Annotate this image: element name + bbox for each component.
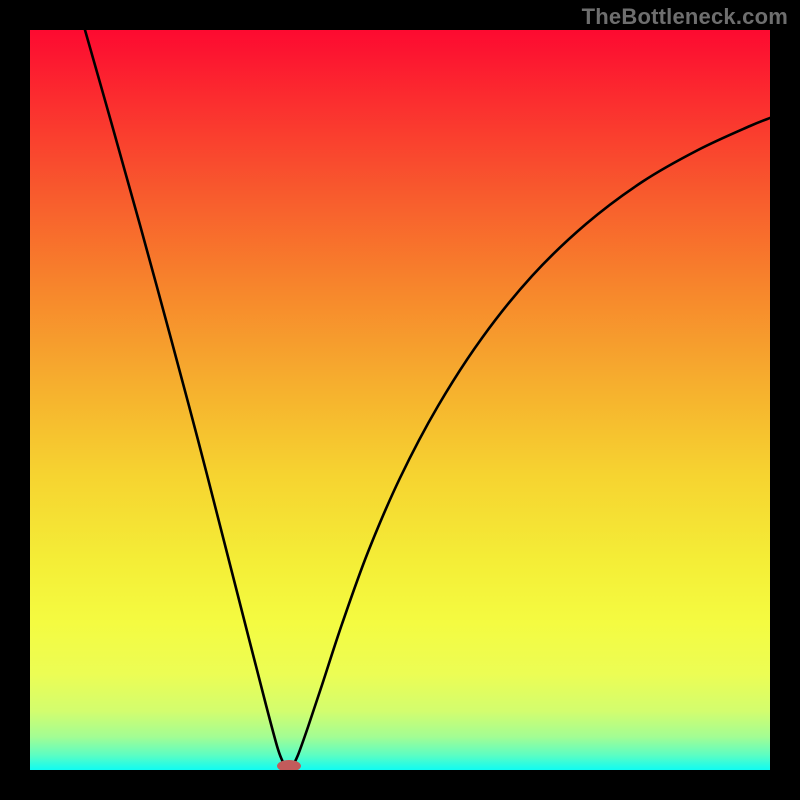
attribution-text: TheBottleneck.com — [582, 4, 788, 30]
chart-frame: TheBottleneck.com — [0, 0, 800, 800]
bottleneck-curve — [30, 30, 770, 770]
minimum-marker — [277, 760, 301, 770]
curve-left-branch — [85, 30, 285, 765]
plot-area — [30, 30, 770, 770]
curve-right-branch — [293, 118, 770, 765]
